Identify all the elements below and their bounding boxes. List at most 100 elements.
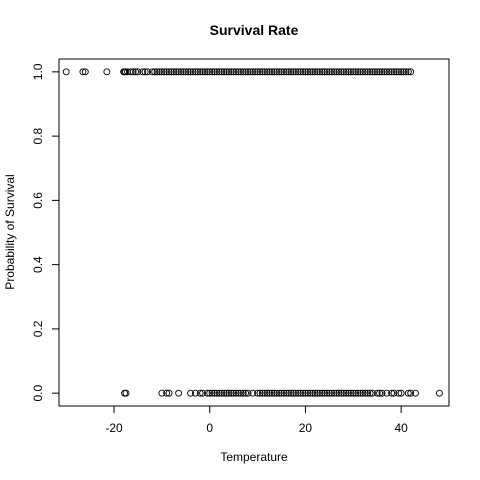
data-point	[373, 389, 381, 397]
data-point	[273, 68, 281, 76]
data-point	[225, 68, 233, 76]
data-point	[313, 389, 321, 397]
data-point	[122, 389, 130, 397]
data-point	[244, 389, 252, 397]
data-point	[182, 68, 190, 76]
data-point	[368, 68, 376, 76]
data-point	[199, 68, 207, 76]
data-point	[206, 389, 214, 397]
data-point	[287, 389, 295, 397]
data-point	[361, 389, 369, 397]
data-point	[352, 68, 360, 76]
data-point	[194, 68, 202, 76]
data-point	[215, 389, 223, 397]
data-point	[412, 389, 419, 397]
data-point	[342, 68, 350, 76]
y-tick-label: 0.8	[31, 127, 45, 144]
data-point	[134, 68, 142, 76]
data-point	[268, 68, 276, 76]
data-point	[165, 68, 173, 76]
x-axis-label: Temperature	[220, 450, 288, 464]
data-point	[309, 389, 317, 397]
data-point	[278, 68, 285, 76]
data-point	[357, 68, 364, 76]
data-point	[323, 68, 331, 76]
data-point	[299, 389, 307, 397]
data-point	[184, 68, 192, 76]
data-point	[230, 68, 238, 76]
data-point	[268, 389, 276, 397]
data-point	[258, 68, 266, 76]
data-point	[160, 68, 168, 76]
data-point	[335, 389, 343, 397]
data-point	[208, 68, 216, 76]
data-point	[199, 389, 207, 397]
data-point	[294, 389, 302, 397]
data-point	[175, 389, 183, 397]
data-point	[144, 68, 151, 76]
data-point	[220, 389, 228, 397]
data-point	[246, 68, 254, 76]
data-point	[208, 389, 216, 397]
data-point	[301, 389, 309, 397]
data-point	[354, 68, 362, 76]
data-point	[395, 389, 403, 397]
data-point	[275, 389, 283, 397]
data-point	[203, 68, 211, 76]
data-point	[383, 389, 391, 397]
data-point	[127, 68, 135, 76]
data-point	[337, 389, 345, 397]
data-point	[141, 68, 149, 76]
data-point	[373, 68, 381, 76]
data-point	[404, 68, 412, 76]
data-point	[311, 68, 319, 76]
data-point	[371, 68, 379, 76]
data-point	[256, 389, 264, 397]
data-point	[306, 68, 314, 76]
y-axis: 0.0 0.2 0.4 0.6 0.8 1.0	[31, 63, 60, 401]
data-point	[254, 389, 262, 397]
data-point	[282, 389, 290, 397]
data-point	[301, 68, 309, 76]
y-tick-label: 0.2	[31, 320, 45, 337]
data-point	[261, 68, 269, 76]
data-point	[333, 389, 340, 397]
data-point	[376, 389, 384, 397]
data-point	[342, 389, 350, 397]
y-tick-label: 1.0	[31, 63, 45, 80]
data-point	[337, 68, 345, 76]
data-point	[179, 68, 187, 76]
data-point	[172, 68, 180, 76]
data-point	[378, 68, 386, 76]
data-point	[81, 68, 89, 76]
data-point	[290, 389, 297, 397]
data-points	[62, 68, 443, 397]
data-point	[345, 68, 352, 76]
data-point	[258, 389, 266, 397]
data-point	[390, 68, 398, 76]
data-point	[280, 68, 288, 76]
data-point	[376, 68, 384, 76]
data-point	[237, 68, 245, 76]
data-point	[227, 68, 235, 76]
data-point	[400, 68, 407, 76]
data-point	[254, 68, 262, 76]
data-point	[191, 389, 199, 397]
data-point	[323, 389, 331, 397]
data-point	[189, 68, 197, 76]
data-point	[239, 389, 247, 397]
data-point	[227, 389, 235, 397]
data-point	[297, 389, 305, 397]
data-point	[270, 68, 278, 76]
data-point	[354, 389, 362, 397]
data-point	[325, 68, 333, 76]
data-point	[256, 68, 264, 76]
y-tick-label: 0.6	[31, 192, 45, 209]
data-point	[407, 68, 415, 76]
data-point	[402, 68, 410, 76]
data-point	[404, 389, 412, 397]
data-point	[328, 389, 336, 397]
data-point	[328, 68, 336, 76]
data-point	[333, 68, 340, 76]
